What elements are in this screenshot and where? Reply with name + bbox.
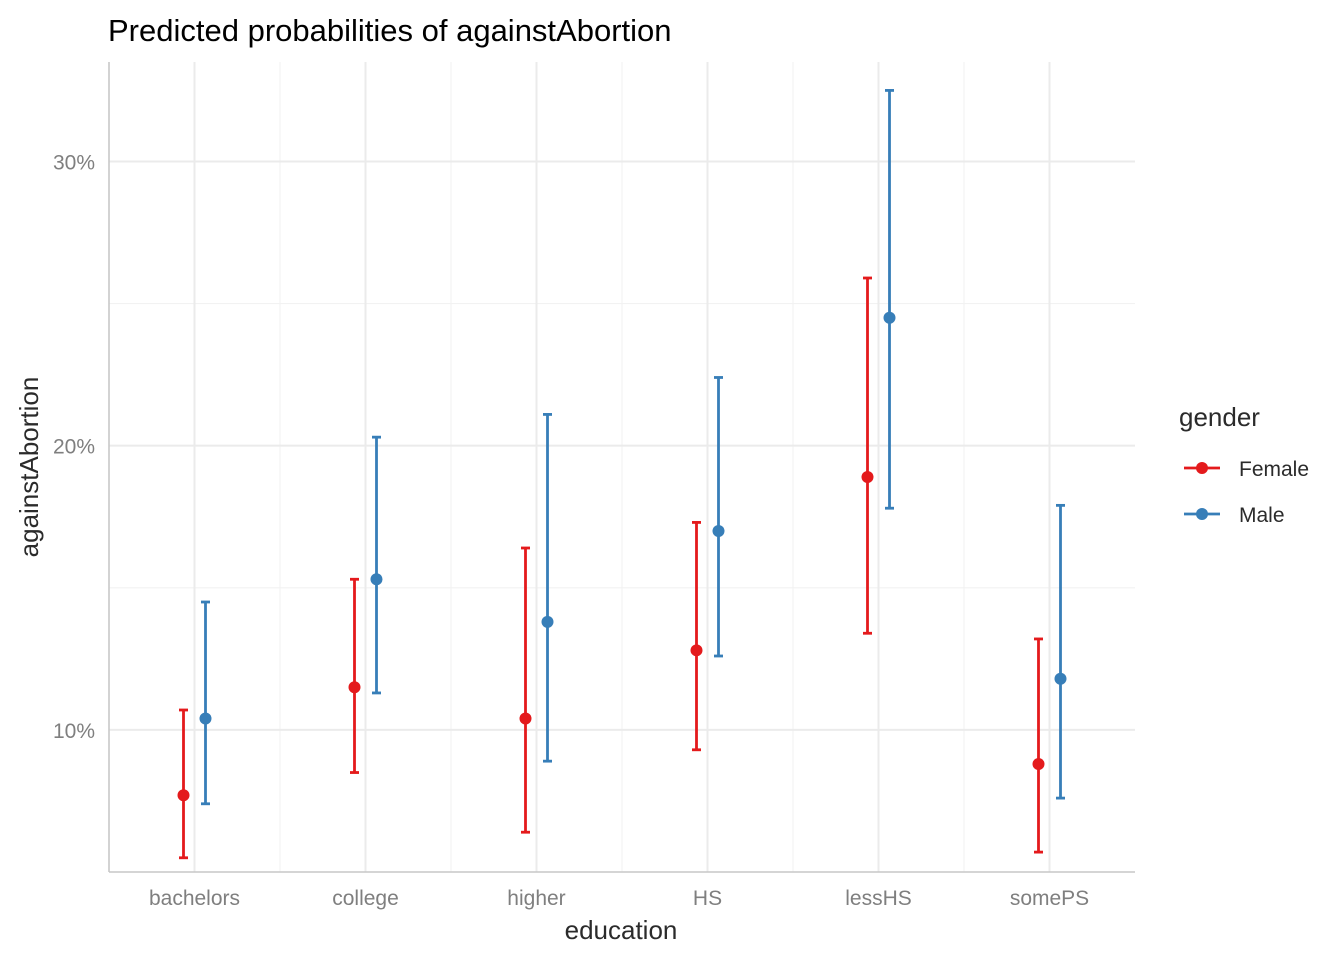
marks-layer bbox=[177, 89, 1067, 860]
x-tick-label: lessHS bbox=[845, 887, 912, 910]
x-tick-label: college bbox=[332, 887, 399, 910]
x-tick-label: higher bbox=[507, 887, 565, 910]
grid-layer bbox=[109, 62, 1135, 873]
data-point bbox=[861, 470, 874, 483]
data-point bbox=[348, 681, 361, 694]
legend-item-male: Male bbox=[1184, 504, 1285, 527]
legend-label: Male bbox=[1239, 504, 1285, 527]
x-tick-label: HS bbox=[693, 887, 722, 910]
axis-layer: 10% 20% 30% bachelors college higher HS lessHS s… bbox=[53, 62, 1135, 910]
x-tick-label: bachelors bbox=[149, 887, 240, 910]
legend-title: gender bbox=[1179, 402, 1260, 432]
data-point bbox=[1032, 758, 1045, 770]
data-point bbox=[370, 573, 383, 586]
data-point bbox=[519, 712, 532, 725]
legend-item-female: Female bbox=[1184, 458, 1309, 481]
data-point bbox=[177, 789, 190, 802]
data-point bbox=[883, 311, 896, 324]
data-point bbox=[690, 644, 703, 657]
data-point bbox=[1054, 672, 1067, 685]
data-point bbox=[199, 712, 212, 725]
chart-title: Predicted probabilities of againstAborti… bbox=[108, 13, 672, 48]
y-tick-label: 20% bbox=[53, 436, 95, 459]
y-tick-label: 10% bbox=[53, 720, 95, 743]
data-point bbox=[712, 524, 725, 537]
y-tick-label: 30% bbox=[53, 151, 95, 174]
legend-items: Female Male bbox=[1184, 458, 1309, 527]
legend-key-point bbox=[1196, 462, 1208, 474]
x-axis-title: education bbox=[565, 915, 678, 945]
legend-label: Female bbox=[1239, 458, 1309, 481]
series-male bbox=[199, 89, 1067, 806]
data-point bbox=[541, 615, 554, 628]
x-tick-label: somePS bbox=[1010, 887, 1089, 910]
series-female bbox=[177, 276, 1045, 860]
legend: gender Female Male bbox=[1179, 402, 1309, 527]
y-axis-title: againstAbortion bbox=[14, 377, 44, 558]
legend-key-point bbox=[1196, 508, 1208, 520]
